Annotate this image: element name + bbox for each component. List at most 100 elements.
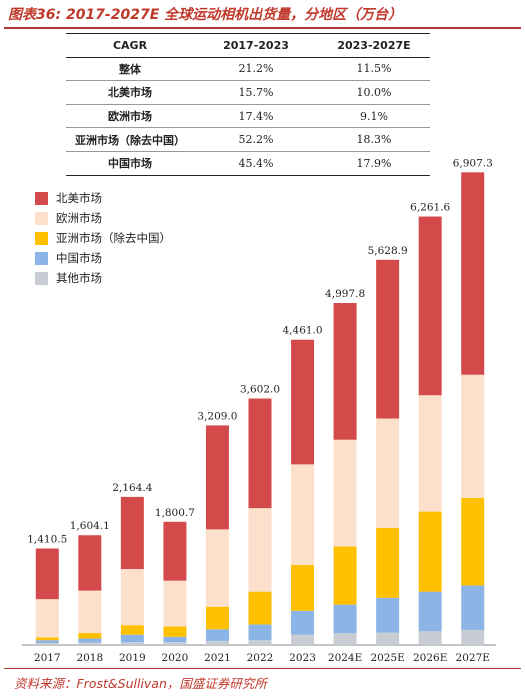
data-label: 5,628.9 bbox=[368, 245, 408, 257]
cagr-value: 18.3% bbox=[318, 127, 430, 152]
bar-segment bbox=[35, 637, 59, 641]
bar-segment bbox=[461, 374, 485, 498]
legend-item: 欧洲市场 bbox=[35, 208, 171, 228]
cagr-header-period1: 2017-2023 bbox=[194, 33, 318, 58]
bar-segment bbox=[248, 508, 272, 592]
legend-label: 中国市场 bbox=[56, 251, 102, 265]
chart-title: 图表36: 2017-2027E 全球运动相机出货量，分地区（万台） bbox=[8, 7, 403, 23]
cagr-value: 45.4% bbox=[194, 151, 318, 176]
legend-swatch bbox=[35, 211, 48, 225]
legend-swatch bbox=[35, 231, 48, 245]
legend-label: 亚洲市场（除去中国） bbox=[56, 231, 171, 245]
data-label: 3,602.0 bbox=[240, 384, 280, 396]
bar-segment bbox=[35, 640, 59, 643]
bar-segment bbox=[163, 580, 187, 627]
bar-segment bbox=[205, 529, 229, 607]
bar-segment bbox=[248, 398, 272, 509]
cagr-value: 17.4% bbox=[194, 104, 318, 129]
cagr-value: 10.0% bbox=[318, 80, 430, 105]
cagr-value: 15.7% bbox=[194, 80, 318, 105]
cagr-row-label: 欧洲市场 bbox=[66, 104, 194, 129]
data-label: 2,164.4 bbox=[112, 482, 152, 494]
cagr-value: 17.9% bbox=[318, 151, 430, 176]
bar-segment bbox=[120, 569, 144, 626]
x-tick-label: 2017 bbox=[34, 652, 61, 664]
x-tick-label: 2027E bbox=[456, 652, 490, 664]
cagr-row-label: 北美市场 bbox=[66, 80, 194, 105]
bar-segment bbox=[461, 629, 485, 645]
legend-item: 亚洲市场（除去中国） bbox=[35, 228, 171, 248]
bar-segment bbox=[78, 633, 102, 639]
data-label: 1,800.7 bbox=[155, 507, 195, 519]
bar-segment bbox=[248, 624, 272, 641]
bar-segment bbox=[291, 634, 315, 645]
cagr-value: 21.2% bbox=[194, 57, 318, 82]
bar-segment bbox=[35, 599, 59, 638]
cagr-value: 52.2% bbox=[194, 127, 318, 152]
cagr-row: 亚洲市场（除去中国） 52.2% 18.3% bbox=[66, 127, 430, 152]
data-label: 4,997.8 bbox=[325, 288, 365, 300]
bar-segment bbox=[418, 591, 442, 632]
x-tick-label: 2021 bbox=[204, 652, 231, 664]
x-tick-label: 2024E bbox=[328, 652, 362, 664]
data-label: 6,907.3 bbox=[453, 157, 493, 169]
bar-segment bbox=[78, 642, 102, 645]
source-rule bbox=[4, 668, 521, 669]
bar-segment bbox=[291, 564, 315, 611]
bar-segment bbox=[376, 632, 400, 645]
data-label: 4,461.0 bbox=[283, 325, 323, 337]
bar-segment bbox=[376, 597, 400, 633]
bar-segment bbox=[120, 634, 144, 643]
legend-label: 欧洲市场 bbox=[56, 211, 102, 225]
data-label: 3,209.0 bbox=[197, 410, 237, 422]
cagr-table: CAGR 2017-2023 2023-2027E 整体 21.2% 11.5%… bbox=[66, 33, 430, 176]
bar-segment bbox=[333, 633, 357, 645]
x-tick-label: 2018 bbox=[76, 652, 103, 664]
bar-segment bbox=[35, 642, 59, 645]
bar-segment bbox=[376, 527, 400, 598]
bar-segment bbox=[461, 172, 485, 375]
bar-segment bbox=[418, 395, 442, 512]
bar-segment bbox=[376, 418, 400, 528]
bar-segment bbox=[120, 496, 144, 570]
bar-segment bbox=[163, 636, 187, 643]
legend-item: 其他市场 bbox=[35, 268, 171, 288]
cagr-row-label: 中国市场 bbox=[66, 151, 194, 176]
bar-segment bbox=[376, 259, 400, 419]
bar-segment bbox=[163, 521, 187, 581]
bar-segment bbox=[205, 629, 229, 641]
bar-segment bbox=[291, 610, 315, 635]
cagr-row-label: 亚洲市场（除去中国） bbox=[66, 127, 194, 152]
title-rule bbox=[4, 27, 521, 29]
bar-segment bbox=[120, 642, 144, 645]
cagr-header-row: CAGR 2017-2023 2023-2027E bbox=[66, 33, 430, 58]
cagr-row: 欧洲市场 17.4% 9.1% bbox=[66, 104, 430, 129]
cagr-header-label: CAGR bbox=[66, 33, 194, 58]
x-tick-label: 2023 bbox=[289, 652, 316, 664]
bar-segment bbox=[248, 591, 272, 625]
bar-segment bbox=[205, 606, 229, 630]
cagr-row: 中国市场 45.4% 17.9% bbox=[66, 151, 430, 176]
bar-segment bbox=[333, 546, 357, 605]
bar-segment bbox=[291, 464, 315, 565]
bar-segment bbox=[333, 303, 357, 440]
x-tick-label: 2019 bbox=[119, 652, 146, 664]
x-tick-label: 2025E bbox=[370, 652, 404, 664]
x-tick-label: 2020 bbox=[162, 652, 189, 664]
cagr-value: 9.1% bbox=[318, 104, 430, 129]
data-label: 1,604.1 bbox=[70, 520, 110, 532]
bar-segment bbox=[78, 638, 102, 643]
source-note: 资料来源：Frost&Sullivan，国盛证券研究所 bbox=[14, 676, 267, 691]
x-tick-label: 2026E bbox=[413, 652, 447, 664]
legend-label: 其他市场 bbox=[56, 271, 102, 285]
bar-segment bbox=[461, 585, 485, 630]
bar-segment bbox=[248, 640, 272, 645]
bar-segment bbox=[120, 625, 144, 635]
bar-segment bbox=[35, 548, 59, 600]
cagr-row: 北美市场 15.7% 10.0% bbox=[66, 80, 430, 105]
bar-segment bbox=[205, 640, 229, 645]
legend-swatch bbox=[35, 271, 48, 285]
bar-segment bbox=[418, 511, 442, 592]
bar-segment bbox=[333, 604, 357, 634]
cagr-row: 整体 21.2% 11.5% bbox=[66, 57, 430, 82]
